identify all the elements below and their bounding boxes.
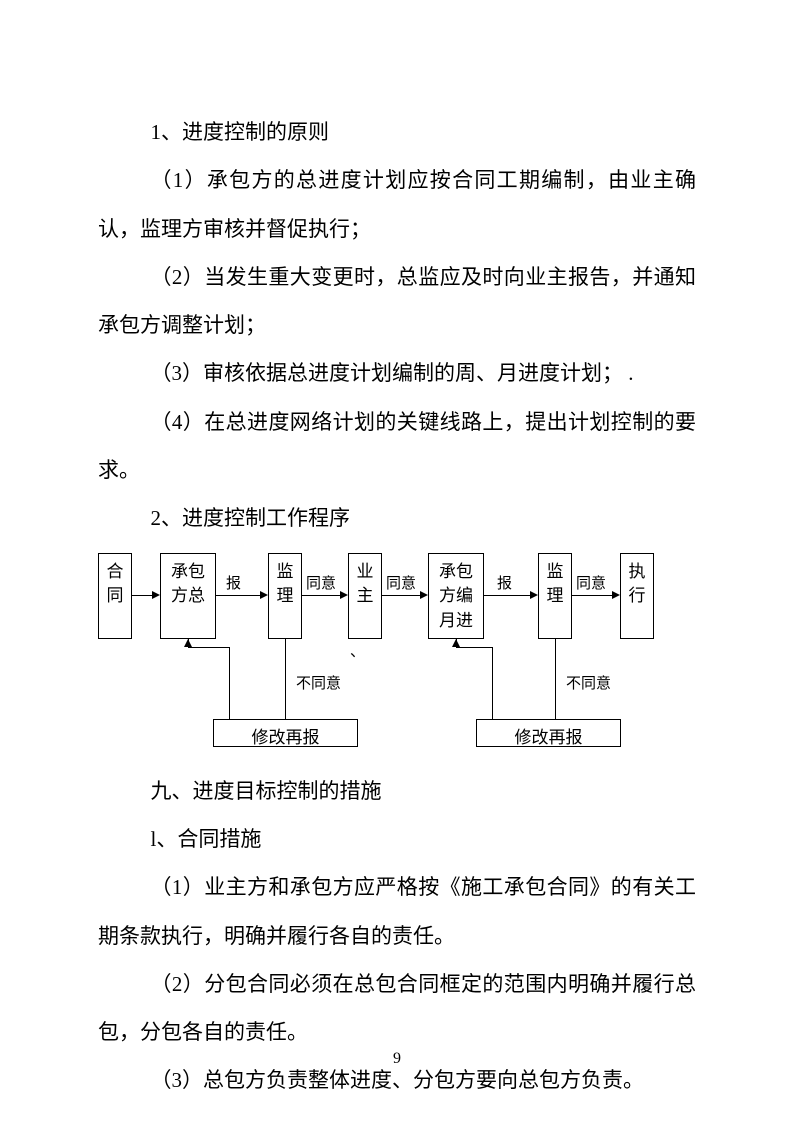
flowchart-line bbox=[555, 639, 556, 719]
paragraph-7: 九、进度目标控制的措施 bbox=[98, 767, 696, 815]
flowchart-arrow bbox=[382, 595, 420, 596]
flowchart-arrow-head bbox=[612, 591, 620, 599]
flowchart-node-supervisor-1: 监理 bbox=[268, 553, 302, 639]
flowchart-line bbox=[229, 647, 230, 719]
flowchart-line bbox=[188, 647, 230, 648]
flowchart-node-revise-1: 修改再报 bbox=[213, 719, 358, 747]
paragraph-4: （3）审核依据总进度计划编制的周、月进度计划； . bbox=[98, 349, 696, 397]
flowchart-arrow bbox=[216, 595, 260, 596]
flowchart-node-contractor-total: 承包方总 bbox=[160, 553, 216, 639]
paragraph-5: （4）在总进度网络计划的关键线路上，提出计划控制的要求。 bbox=[98, 398, 696, 495]
paragraph-6: 2、进度控制工作程序 bbox=[98, 494, 696, 542]
paragraph-9: （1）业主方和承包方应严格按《施工承包合同》的有关工期条款执行，明确并履行各自的… bbox=[98, 863, 696, 960]
flowchart-label-agree-2: 同意 bbox=[386, 577, 416, 592]
flowchart-arrow-head bbox=[152, 591, 160, 599]
flowchart-label-agree-1: 同意 bbox=[306, 577, 336, 592]
flowchart-label-disagree-1: 不同意 bbox=[296, 677, 341, 692]
paragraph-3: （2）当发生重大变更时，总监应及时向业主报告，并通知承包方调整计划； bbox=[98, 253, 696, 350]
flowchart-label-report-2: 报 bbox=[497, 577, 512, 592]
page-content: 1、进度控制的原则 （1）承包方的总进度计划应按合同工期编制，由业主确认，监理方… bbox=[0, 0, 794, 1105]
flowchart-node-contract: 合同 bbox=[98, 553, 132, 639]
flowchart-line bbox=[456, 639, 457, 647]
paragraph-10: （2）分包合同必须在总包合同框定的范围内明确并履行总包，分包各自的责任。 bbox=[98, 960, 696, 1057]
flowchart-line bbox=[188, 639, 189, 647]
flowchart-arrow bbox=[572, 595, 612, 596]
flowchart-line bbox=[492, 647, 493, 719]
flowchart-label-disagree-2: 不同意 bbox=[566, 677, 611, 692]
flowchart-label-report-1: 报 bbox=[226, 577, 241, 592]
flowchart-node-execute: 执行 bbox=[620, 553, 654, 639]
flowchart: 合同 承包方总 监理 业主 承包方编月进 监理 执行 修改再报 修改再报 报 同… bbox=[98, 553, 696, 763]
flowchart-arrow bbox=[484, 595, 530, 596]
flowchart-node-contractor-monthly: 承包方编月进 bbox=[428, 553, 484, 639]
flowchart-arrow-head bbox=[340, 591, 348, 599]
flowchart-node-owner: 业主 bbox=[348, 553, 382, 639]
flowchart-node-supervisor-2: 监理 bbox=[538, 553, 572, 639]
flowchart-arrow bbox=[132, 595, 152, 596]
paragraph-1: 1、进度控制的原则 bbox=[98, 108, 696, 156]
page-number: 9 bbox=[0, 1050, 794, 1068]
flowchart-line bbox=[188, 647, 189, 648]
paragraph-8: l、合同措施 bbox=[98, 815, 696, 863]
flowchart-arrow bbox=[302, 595, 340, 596]
flowchart-label-agree-3: 同意 bbox=[576, 577, 606, 592]
flowchart-arrow-head bbox=[530, 591, 538, 599]
flowchart-line bbox=[456, 647, 493, 648]
flowchart-node-revise-2: 修改再报 bbox=[476, 719, 621, 747]
flowchart-arrow-head bbox=[420, 591, 428, 599]
flowchart-arrow-head bbox=[260, 591, 268, 599]
paragraph-2: （1）承包方的总进度计划应按合同工期编制，由业主确认，监理方审核并督促执行； bbox=[98, 156, 696, 253]
flowchart-decoration: 、 bbox=[350, 645, 365, 660]
flowchart-line bbox=[285, 639, 286, 719]
